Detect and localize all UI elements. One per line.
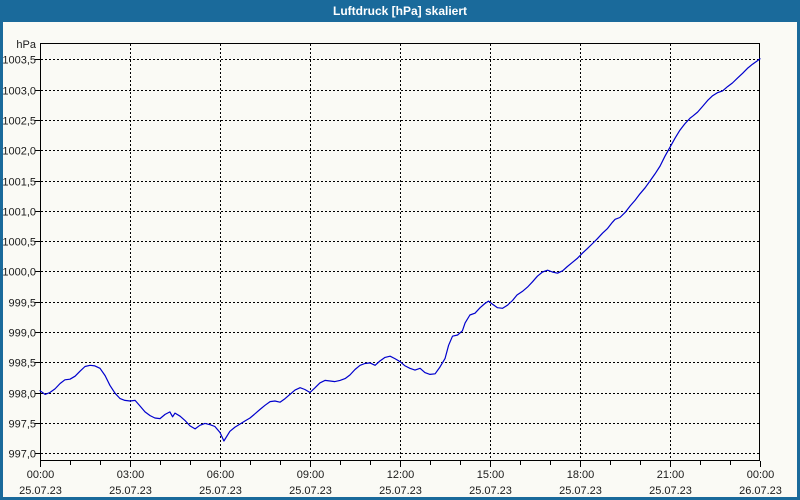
- y-tick-label: 1000,0: [2, 267, 36, 279]
- x-time-label: 18:00: [567, 469, 595, 481]
- x-time-label: 09:00: [297, 469, 325, 481]
- x-time-label: 12:00: [387, 469, 415, 481]
- x-time-label: 21:00: [657, 469, 685, 481]
- plot-border: [40, 43, 760, 461]
- x-date-label: 25.07.23: [19, 485, 62, 497]
- x-time-label: 06:00: [207, 469, 235, 481]
- y-tick-label: 999,5: [8, 298, 36, 310]
- y-tick-label: 998,0: [8, 389, 36, 401]
- x-date-label: 25.07.23: [199, 485, 242, 497]
- x-time-label: 00:00: [27, 469, 55, 481]
- y-tick-label: 1001,0: [2, 207, 36, 219]
- y-tick-label: 1000,5: [2, 237, 36, 249]
- y-tick-label: 1002,5: [2, 116, 36, 128]
- y-tick-label: 997,0: [8, 449, 36, 461]
- x-time-label: 15:00: [477, 469, 505, 481]
- x-date-label: 26.07.23: [739, 485, 782, 497]
- title-bar: Luftdruck [hPa] skaliert: [0, 0, 800, 22]
- window-frame-bottom: [0, 497, 800, 500]
- window-title: Luftdruck [hPa] skaliert: [332, 4, 468, 18]
- y-tick-label: 1001,5: [2, 177, 36, 189]
- x-time-label: 03:00: [117, 469, 145, 481]
- y-tick-label: 999,0: [8, 328, 36, 340]
- window-frame-left: [0, 22, 3, 497]
- y-tick-label: 1003,5: [2, 55, 36, 67]
- x-date-label: 25.07.23: [559, 485, 602, 497]
- y-tick-label: 998,5: [8, 358, 36, 370]
- y-tick-label: 1003,0: [2, 86, 36, 98]
- pressure-curve: [39, 58, 761, 442]
- pressure-line-chart: 997,0 997,5 998,0 998,5 999,0 999,5 1000,0 1000…: [2, 39, 782, 497]
- y-tick-label: 997,5: [8, 419, 36, 431]
- window-frame-right: [797, 22, 800, 497]
- y-tick-label: 1002,0: [2, 146, 36, 158]
- x-date-label: 25.07.23: [379, 485, 422, 497]
- x-date-label: 25.07.23: [649, 485, 692, 497]
- x-date-label: 25.07.23: [469, 485, 512, 497]
- x-date-label: 25.07.23: [109, 485, 152, 497]
- x-time-label: 00:00: [747, 469, 775, 481]
- x-date-label: 25.07.23: [289, 485, 332, 497]
- y-axis-unit-label: hPa: [16, 39, 36, 51]
